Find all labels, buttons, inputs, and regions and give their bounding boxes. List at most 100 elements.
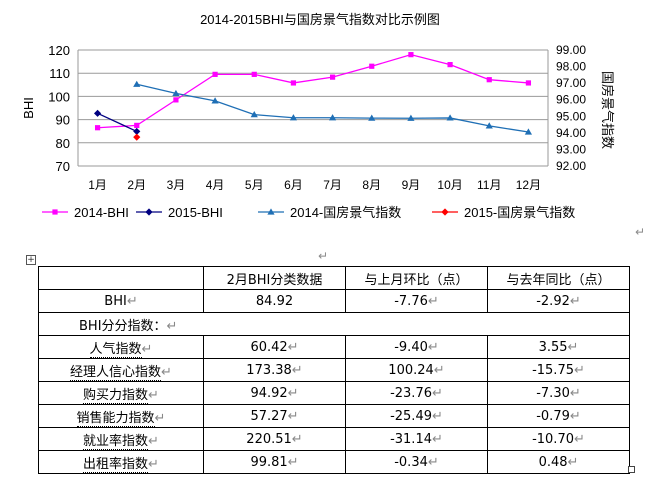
table-cell: -0.79↵: [487, 404, 630, 428]
table-cell: 57.27↵: [203, 404, 346, 428]
y-tick-label: 100: [48, 89, 70, 104]
series-points: [93, 52, 533, 141]
chart: 2014-2015BHI与国房景气指数对比示例图 70 80 90 100 110 120…: [21, 12, 615, 220]
x-tick-label: 7月: [323, 178, 342, 192]
table-row: 经理人信心指数↵ 173.38↵ 100.24↵ -15.75↵: [38, 358, 630, 382]
table-cell: 94.92↵: [203, 381, 346, 405]
table-header-row: 2月BHI分类数据 与上月环比（点） 与去年同比（点）: [38, 266, 630, 290]
series-line: [97, 112, 138, 133]
data-point: [329, 74, 336, 80]
table-move-handle[interactable]: +: [26, 255, 36, 265]
y2-tick-label: 96.00: [556, 93, 586, 107]
table-header-cell: 与上月环比（点）: [345, 266, 488, 290]
table-cell: -10.70↵: [487, 427, 630, 451]
data-point: [441, 208, 449, 216]
table-row: BHI↵ 84.92 -7.76↵ -2.92↵: [38, 289, 630, 313]
data-point: [52, 209, 58, 215]
table-cell: 0.48↵: [487, 450, 630, 474]
table-cell: -7.76↵: [345, 289, 488, 313]
table-cell: -2.92↵: [487, 289, 630, 313]
y2-tick-label: 93.00: [556, 142, 586, 156]
data-point: [94, 125, 101, 131]
data-point: [93, 109, 102, 117]
data-point: [369, 63, 375, 69]
table-cell: 60.42↵: [203, 335, 346, 359]
y2-tick-label: 95.00: [556, 109, 586, 123]
table-cell: 3.55↵: [487, 335, 630, 359]
table-cell: -9.40↵: [345, 335, 488, 359]
data-point: [212, 71, 218, 77]
index-name-cell: 销售能力指数↵: [38, 404, 204, 428]
y-tick-label: 110: [49, 66, 70, 81]
table-section-label: BHI分分指数：↵: [38, 312, 630, 336]
x-tick-label: 4月: [206, 178, 225, 192]
data-point: [407, 114, 415, 121]
y2-tick-label: 99.00: [556, 43, 586, 57]
table-header-cell: 2月BHI分类数据: [203, 266, 346, 290]
left-axis-ticks: 70 80 90 100 110 120: [48, 43, 70, 174]
chart-title: 2014-2015BHI与国房景气指数对比示例图: [200, 12, 440, 27]
table-row: 就业率指数↵ 220.51↵ -31.14↵ -10.70↵: [38, 427, 630, 451]
paragraph-mark: ↵: [635, 225, 646, 239]
x-tick-label: 12月: [516, 178, 541, 192]
table-cell: 173.38↵: [203, 358, 346, 382]
y2-tick-label: 98.00: [556, 60, 586, 74]
series-line: [136, 83, 529, 133]
legend-label: 2015-BHI: [168, 205, 223, 220]
x-tick-label: 8月: [362, 178, 381, 192]
x-tick-label: 11月: [477, 178, 501, 192]
y-tick-label: 90: [56, 113, 70, 128]
data-point: [485, 122, 493, 129]
table-cell: 100.24↵: [345, 358, 488, 382]
table-cell: 99.81↵: [203, 450, 346, 474]
y-axis-label: BHI: [21, 97, 36, 119]
data-point: [447, 62, 453, 68]
table-header-cell: [38, 266, 204, 290]
table-resize-handle[interactable]: [628, 466, 635, 473]
x-axis-ticks: 1月 2月 3月 4月 5月 6月 7月 8月 9月 10月 11月 12月: [88, 178, 541, 192]
data-point: [525, 80, 532, 86]
data-point: [267, 208, 275, 215]
x-tick-label: 3月: [167, 178, 186, 192]
y-tick-label: 70: [56, 159, 70, 174]
y-tick-label: 120: [48, 43, 70, 58]
y2-tick-label: 94.00: [556, 126, 586, 140]
chart-legend: 2014-BHI 2015-BHI 2014-国房景气指数 2015-国房景气指数: [42, 205, 575, 220]
chart-grid: [77, 49, 549, 167]
table-row: 购买力指数↵ 94.92↵ -23.76↵ -7.30↵: [38, 381, 630, 405]
data-point: [486, 77, 492, 83]
legend-label: 2014-BHI: [74, 205, 129, 220]
y2-tick-label: 92.00: [556, 159, 586, 173]
table-cell: -15.75↵: [487, 358, 630, 382]
data-point: [250, 111, 258, 118]
table-row: 出租率指数↵ 99.81↵ -0.34↵ 0.48↵: [38, 450, 630, 474]
index-name-cell: 就业率指数↵: [38, 427, 204, 451]
data-point: [145, 208, 153, 216]
data-point: [368, 114, 376, 121]
data-point: [133, 133, 141, 141]
table-cell: -25.49↵: [345, 404, 488, 428]
table-cell: -31.14↵: [345, 427, 488, 451]
data-point: [408, 52, 414, 58]
table-cell: 220.51↵: [203, 427, 346, 451]
table-row: 销售能力指数↵ 57.27↵ -25.49↵ -0.79↵: [38, 404, 630, 428]
series-line: [97, 53, 529, 129]
data-point: [290, 80, 297, 86]
legend-label: 2015-国房景气指数: [464, 205, 575, 220]
data-point: [524, 128, 533, 135]
data-point: [134, 122, 140, 128]
x-tick-label: 1月: [88, 178, 107, 192]
data-point: [251, 71, 257, 77]
data-point: [289, 114, 298, 121]
legend-label: 2014-国房景气指数: [290, 205, 401, 220]
data-point: [172, 89, 180, 97]
y2-tick-label: 97.00: [556, 76, 586, 90]
x-tick-label: 6月: [284, 178, 303, 192]
y2-axis-label: 国房景气指数: [600, 71, 615, 149]
table-header-cell: 与去年同比（点）: [487, 266, 630, 290]
index-name-cell: 出租率指数↵: [38, 450, 204, 474]
x-tick-label: 5月: [245, 178, 264, 192]
table-row: 人气指数↵ 60.42↵ -9.40↵ 3.55↵: [38, 335, 630, 359]
data-point: [328, 114, 337, 121]
x-tick-label: 10月: [437, 178, 462, 192]
